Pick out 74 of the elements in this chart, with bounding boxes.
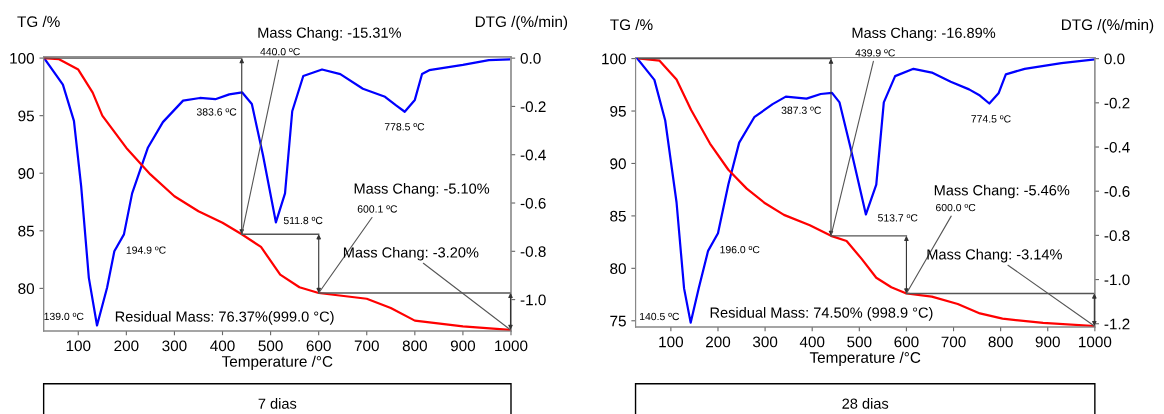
annotation: Mass Chang: -5.46% — [934, 184, 1070, 199]
annotation: 140.5 ºC — [640, 312, 680, 321]
x-tick-label: 800 — [988, 336, 1013, 348]
annotation: Mass Chang: -3.14% — [927, 248, 1062, 263]
y2-tick-label: -0.6 — [520, 197, 546, 209]
x-tick-label: 1000 — [1079, 336, 1112, 348]
x-tick-label: 800 — [402, 340, 427, 352]
y2-tick-label: -1.0 — [1104, 274, 1130, 286]
y2-axis-title: DTG /(%/min) — [1062, 18, 1154, 34]
y2-tick-label: 0.0 — [520, 53, 541, 64]
annotation: 440.0 ºC — [260, 47, 300, 56]
x-tick-label: 900 — [450, 340, 476, 352]
x-tick-label: 300 — [752, 336, 778, 348]
x-axis-title: Temperature /°C — [809, 351, 921, 366]
y-tick-label: 80 — [610, 263, 626, 275]
x-tick-label: 600 — [894, 336, 919, 348]
x-tick-label: 1000 — [495, 340, 528, 352]
y-tick-label: 100 — [10, 52, 35, 64]
x-tick-label: 100 — [659, 336, 684, 348]
annotation: 513.7 ºC — [878, 214, 918, 222]
x-tick-label: 400 — [210, 340, 235, 352]
text: 28 dias — [842, 398, 889, 409]
y-tick-label: 85 — [610, 210, 626, 222]
annotation: 511.8 ºC — [283, 216, 323, 225]
annotation: 383.6 ºC — [196, 108, 237, 116]
y2-tick-label: -0.4 — [520, 149, 546, 161]
x-tick-label: 200 — [706, 336, 731, 348]
text: Mass Chang: -16.89% — [852, 27, 996, 41]
y2-tick-label: -0.8 — [520, 246, 546, 257]
annotation: 139.0 ºC — [44, 312, 84, 321]
x-tick-label: 400 — [799, 336, 825, 348]
x-tick-label: 700 — [354, 340, 379, 352]
y-tick-label: 90 — [610, 158, 626, 170]
annotation: 600.0 ºC — [936, 203, 976, 212]
annotation: Residual Mass: 76.37%(999.0 °C) — [115, 311, 334, 325]
x-tick-label: 100 — [66, 340, 91, 352]
annotation: 600.1 ºC — [357, 205, 398, 213]
annotation: 774.5 ºC — [971, 115, 1011, 123]
y-axis-title: TG /% — [17, 15, 60, 28]
y-tick-label: 85 — [18, 225, 34, 237]
y-axis-title: TG /% — [610, 18, 653, 31]
y-tick-label: 80 — [18, 283, 35, 295]
y-tick-label: 100 — [602, 53, 626, 65]
y-tick-label: 90 — [18, 168, 35, 179]
y2-tick-label: -1.2 — [1104, 318, 1130, 330]
x-tick-label: 300 — [162, 340, 187, 352]
annotation: 778.5 ºC — [384, 123, 425, 131]
y-tick-label: 75 — [610, 315, 626, 327]
y2-tick-label: -0.6 — [1104, 186, 1130, 197]
y-tick-label: 95 — [610, 105, 626, 117]
annotation: Residual Mass: 74.50% (998.9 °C) — [710, 307, 933, 321]
x-tick-label: 200 — [114, 340, 139, 352]
y2-tick-label: -0.2 — [1104, 97, 1130, 109]
x-tick-label: 500 — [258, 340, 283, 352]
annotation: Mass Chang: -3.20% — [343, 246, 479, 261]
y2-tick-label: -0.2 — [520, 101, 546, 113]
x-tick-label: 700 — [941, 336, 966, 348]
text: 7 dias — [258, 398, 297, 409]
y2-tick-label: -0.8 — [1104, 230, 1130, 242]
text: Mass Chang: -15.31% — [258, 27, 401, 41]
annotation: 194.9 ºC — [126, 246, 166, 254]
annotation: 196.0 ºC — [720, 245, 760, 254]
y2-axis-title: DTG /(%/min) — [475, 15, 568, 31]
y-tick-label: 95 — [18, 110, 34, 122]
annotation: 439.9 ºC — [855, 49, 895, 57]
annotation: 387.3 ºC — [781, 106, 822, 114]
x-tick-label: 600 — [306, 340, 331, 352]
x-axis-title: Temperature /°C — [221, 355, 333, 370]
annotation: Mass Chang: -5.10% — [354, 183, 490, 197]
y2-tick-label: -0.4 — [1104, 141, 1130, 153]
x-tick-label: 900 — [1035, 336, 1060, 348]
y2-tick-label: 0.0 — [1104, 53, 1125, 65]
x-tick-label: 500 — [847, 336, 872, 348]
y2-tick-label: -1.0 — [520, 294, 546, 306]
